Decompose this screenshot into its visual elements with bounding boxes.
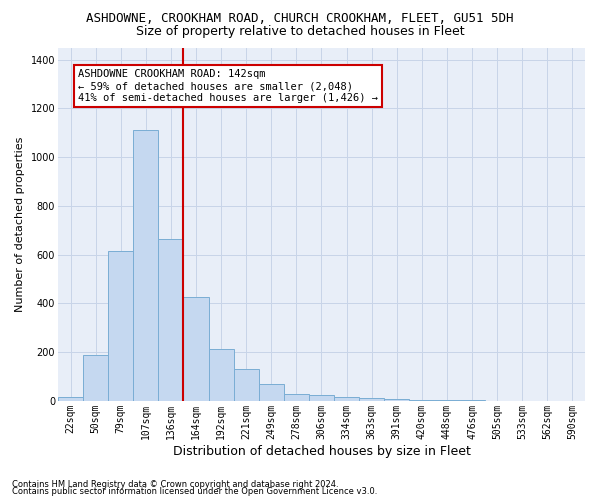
Bar — [233, 369, 259, 401]
Bar — [409, 400, 434, 401]
Bar — [259, 384, 284, 401]
Text: ASHDOWNE CROOKHAM ROAD: 142sqm
← 59% of detached houses are smaller (2,048)
41% : ASHDOWNE CROOKHAM ROAD: 142sqm ← 59% of … — [78, 70, 378, 102]
Bar — [83, 354, 108, 401]
Bar — [184, 298, 209, 401]
X-axis label: Distribution of detached houses by size in Fleet: Distribution of detached houses by size … — [173, 444, 470, 458]
Text: Contains HM Land Registry data © Crown copyright and database right 2024.: Contains HM Land Registry data © Crown c… — [12, 480, 338, 489]
Bar — [384, 399, 409, 401]
Bar — [58, 398, 83, 401]
Bar — [309, 395, 334, 401]
Text: Contains public sector information licensed under the Open Government Licence v3: Contains public sector information licen… — [12, 487, 377, 496]
Y-axis label: Number of detached properties: Number of detached properties — [15, 136, 25, 312]
Bar — [284, 394, 309, 401]
Text: ASHDOWNE, CROOKHAM ROAD, CHURCH CROOKHAM, FLEET, GU51 5DH: ASHDOWNE, CROOKHAM ROAD, CHURCH CROOKHAM… — [86, 12, 514, 26]
Bar — [133, 130, 158, 401]
Bar — [209, 348, 233, 401]
Bar — [334, 396, 359, 401]
Bar — [108, 251, 133, 401]
Bar — [434, 400, 460, 401]
Bar — [158, 239, 184, 401]
Bar — [359, 398, 384, 401]
Text: Size of property relative to detached houses in Fleet: Size of property relative to detached ho… — [136, 25, 464, 38]
